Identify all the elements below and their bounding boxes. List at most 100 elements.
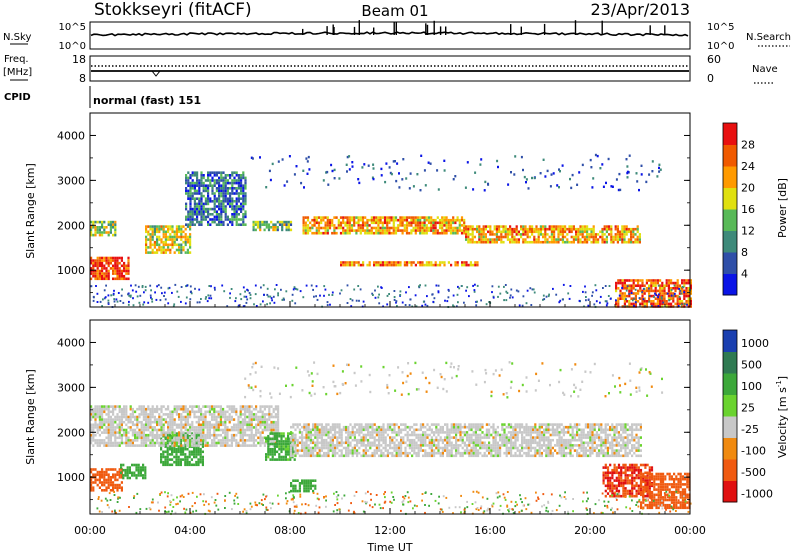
velocity-cell bbox=[213, 410, 216, 414]
power-cell bbox=[484, 227, 487, 231]
power-cell bbox=[350, 218, 354, 222]
velocity-cell bbox=[131, 428, 134, 432]
power-cell bbox=[452, 218, 455, 222]
power-cell bbox=[160, 248, 163, 252]
velocity-cell bbox=[305, 433, 308, 437]
power-cell bbox=[472, 284, 474, 287]
velocity-cell bbox=[160, 453, 163, 456]
velocity-cell bbox=[103, 473, 106, 476]
power-cell bbox=[116, 277, 119, 281]
velocity-cell bbox=[118, 486, 121, 489]
velocity-cell bbox=[309, 487, 312, 490]
power-cell bbox=[90, 269, 93, 273]
velocity-cell bbox=[118, 428, 121, 432]
velocity-cell bbox=[417, 433, 420, 437]
velocity-cell bbox=[250, 415, 253, 419]
velocity-cell bbox=[267, 447, 270, 451]
power-cell bbox=[94, 269, 97, 273]
velocity-cell bbox=[358, 433, 361, 437]
power-cell bbox=[114, 220, 117, 224]
velocity-cell bbox=[186, 441, 189, 445]
power-cell bbox=[408, 224, 411, 227]
velocity-cell bbox=[195, 420, 198, 424]
velocity-cell bbox=[263, 415, 266, 419]
velocity-cell bbox=[204, 410, 207, 414]
velocity-cell bbox=[353, 444, 356, 447]
velocity-cell bbox=[109, 410, 112, 414]
power-cell bbox=[401, 229, 404, 232]
power-cell bbox=[630, 230, 633, 234]
power-cell bbox=[254, 223, 257, 226]
velocity-cell bbox=[184, 407, 187, 411]
velocity-cell bbox=[380, 449, 383, 452]
power-cell bbox=[113, 298, 116, 301]
power-cell bbox=[112, 293, 115, 296]
power-cell bbox=[353, 229, 356, 232]
power-cell bbox=[151, 243, 154, 247]
power-cell bbox=[90, 226, 93, 229]
velocity-cell bbox=[428, 444, 431, 447]
velocity-cell bbox=[292, 441, 295, 445]
power-colorbar-swatch bbox=[723, 187, 737, 210]
power-cell bbox=[650, 284, 653, 287]
velocity-cell bbox=[114, 431, 117, 434]
velocity-cell bbox=[267, 434, 270, 438]
power-cell bbox=[207, 294, 210, 297]
velocity-cell bbox=[114, 405, 117, 408]
power-cell bbox=[499, 292, 502, 295]
power-colorbar-frame bbox=[722, 122, 738, 296]
power-cell bbox=[367, 164, 370, 167]
velocity-cell bbox=[340, 449, 343, 452]
power-cell bbox=[226, 192, 229, 195]
power-cell bbox=[434, 224, 437, 227]
beam-title: Beam 01 bbox=[361, 2, 428, 20]
power-cell bbox=[631, 299, 634, 302]
velocity-cell bbox=[367, 428, 370, 432]
velocity-cell bbox=[296, 441, 299, 445]
power-cell bbox=[502, 235, 505, 239]
power-cell bbox=[408, 286, 410, 289]
power-cell bbox=[173, 230, 176, 234]
power-cell bbox=[158, 248, 161, 252]
velocity-cell bbox=[303, 451, 306, 455]
power-cell bbox=[478, 240, 481, 244]
power-cell bbox=[405, 224, 409, 227]
velocity-cell bbox=[331, 444, 334, 447]
velocity-cell bbox=[424, 449, 427, 452]
velocity-cell bbox=[112, 418, 115, 421]
power-cell bbox=[231, 207, 234, 211]
velocity-cell bbox=[217, 428, 220, 432]
power-cell bbox=[678, 295, 681, 298]
velocity-cell bbox=[358, 446, 361, 450]
velocity-cell bbox=[277, 418, 280, 421]
power-cell bbox=[683, 294, 686, 298]
power-cell bbox=[103, 264, 106, 268]
velocity-cell bbox=[334, 446, 337, 450]
velocity-cell bbox=[284, 447, 287, 451]
velocity-cell bbox=[124, 468, 127, 472]
power-cell bbox=[601, 227, 604, 231]
power-cell bbox=[661, 302, 664, 306]
velocity-cell bbox=[301, 433, 304, 437]
power-cell bbox=[570, 240, 573, 244]
power-cell bbox=[513, 230, 516, 234]
power-cell bbox=[645, 300, 648, 303]
velocity-cell bbox=[164, 450, 167, 454]
velocity-cell bbox=[382, 425, 385, 429]
power-cell bbox=[678, 292, 681, 295]
power-cell bbox=[355, 261, 358, 264]
power-cell bbox=[638, 297, 641, 300]
velocity-cell bbox=[151, 436, 154, 440]
power-cell bbox=[222, 220, 225, 224]
velocity-cell bbox=[331, 449, 334, 452]
power-cell bbox=[524, 230, 527, 234]
velocity-cell bbox=[96, 423, 99, 427]
power-cell bbox=[522, 168, 524, 172]
velocity-cell bbox=[266, 405, 269, 408]
velocity-cell bbox=[301, 425, 304, 429]
velocity-cell bbox=[169, 410, 172, 414]
power-cell bbox=[366, 263, 369, 267]
velocity-cell bbox=[309, 438, 312, 442]
velocity-cell bbox=[158, 420, 161, 424]
velocity-cell bbox=[248, 444, 251, 447]
